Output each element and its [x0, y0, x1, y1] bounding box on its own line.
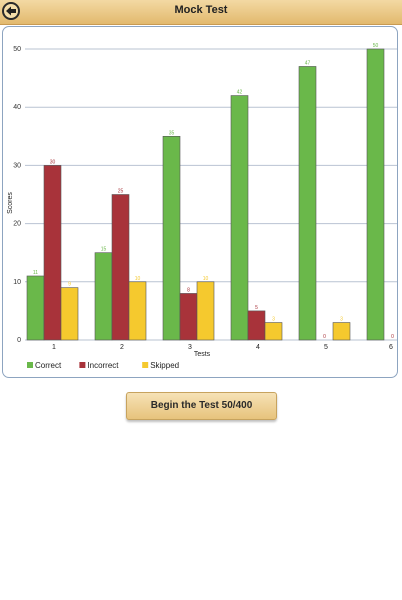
- bar-incorrect: [247, 310, 266, 341]
- chart-card: 0 10 20 30 40 50 11 30 9 1 15 25 10 2 35 8 10 3 42 5 3 4 47 0 3 5…: [2, 26, 398, 378]
- bar-skipped: [264, 322, 283, 341]
- legend-swatch: [27, 362, 33, 368]
- data-label: 25: [118, 189, 124, 195]
- data-label: 10: [135, 276, 141, 282]
- data-label: 9: [68, 282, 71, 288]
- bar-incorrect: [111, 194, 130, 341]
- legend-label: Skipped: [150, 361, 179, 370]
- data-label: 42: [237, 90, 243, 96]
- begin-test-button[interactable]: Begin the Test 50/400: [126, 392, 277, 420]
- data-label: 10: [203, 276, 209, 282]
- data-label: 30: [50, 159, 56, 165]
- bar-correct: [298, 66, 317, 341]
- y-tick-label: 30: [13, 162, 21, 169]
- data-label: 3: [272, 317, 275, 323]
- bar-correct: [162, 136, 181, 341]
- top-bar: Mock Test: [0, 0, 402, 25]
- y-tick-label: 40: [13, 104, 21, 111]
- bar-skipped: [332, 322, 351, 341]
- x-tick-label: 1: [52, 344, 56, 351]
- x-tick-label: 4: [256, 344, 260, 351]
- legend-label: Incorrect: [87, 361, 119, 370]
- bar-skipped: [60, 287, 79, 341]
- data-label: 11: [33, 270, 38, 276]
- bar-correct: [94, 252, 113, 341]
- bar-correct: [26, 275, 45, 341]
- bar-skipped: [128, 281, 147, 341]
- back-button[interactable]: [2, 2, 20, 20]
- data-label: 50: [373, 43, 379, 49]
- data-label: 5: [255, 305, 258, 311]
- y-tick-label: 0: [17, 337, 21, 344]
- bar-incorrect: [43, 165, 62, 341]
- bar-incorrect: [179, 293, 198, 341]
- data-label: 3: [340, 317, 343, 323]
- y-tick-label: 50: [13, 46, 21, 53]
- bar-skipped: [196, 281, 215, 341]
- y-tick-label: 20: [13, 221, 21, 228]
- back-arrow-icon: [6, 6, 16, 16]
- data-label: 15: [101, 247, 107, 253]
- y-tick-label: 10: [13, 279, 21, 286]
- y-axis-label: Scores: [7, 192, 14, 214]
- page-title: Mock Test: [174, 4, 228, 16]
- legend-swatch: [142, 362, 149, 368]
- legend-label: Correct: [35, 361, 62, 370]
- x-tick-label: 6: [389, 344, 393, 351]
- data-label: 47: [305, 60, 311, 66]
- data-label: 8: [187, 287, 190, 293]
- scores-bar-chart: 0102030405011309115251023581034253447035…: [7, 43, 397, 370]
- x-axis-label: Tests: [194, 351, 211, 358]
- data-label: 35: [169, 130, 175, 136]
- bar-correct: [230, 95, 249, 341]
- x-tick-label: 3: [188, 344, 192, 351]
- data-label: 0: [323, 334, 326, 340]
- x-tick-label: 5: [324, 344, 328, 351]
- x-tick-label: 2: [120, 344, 124, 351]
- legend-swatch: [79, 362, 86, 368]
- bar-correct: [366, 48, 385, 341]
- data-label: 0: [391, 334, 394, 340]
